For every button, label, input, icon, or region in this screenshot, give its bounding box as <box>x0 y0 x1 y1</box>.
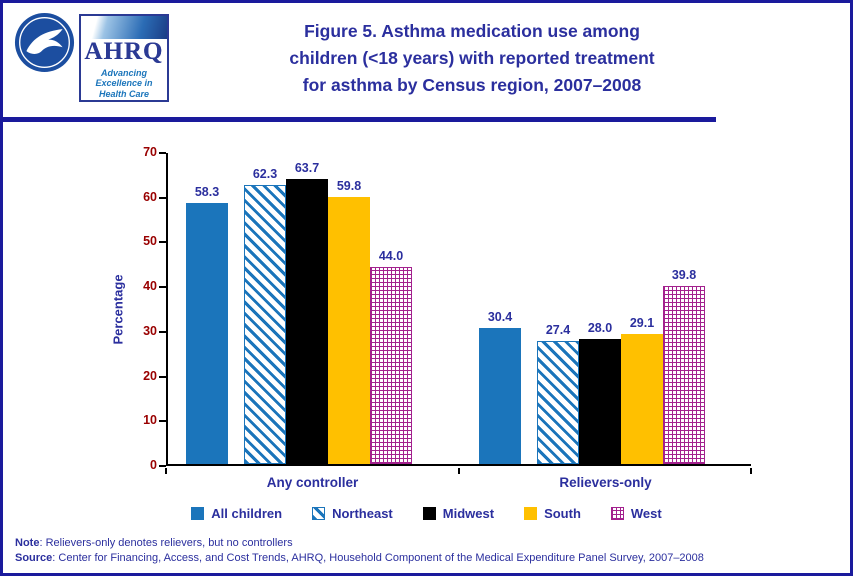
y-tick-label-50: 50 <box>143 234 157 248</box>
x-tick-mark-1 <box>458 468 460 474</box>
bar-all-children-relievers-only <box>479 328 521 464</box>
bar-west-relievers-only <box>663 286 705 464</box>
legend-item-northeast: Northeast <box>312 506 393 521</box>
bar-value-label-midwest-any-controller: 63.7 <box>294 161 320 175</box>
bar-value-label-midwest-relievers-only: 28.0 <box>587 321 613 335</box>
bar-south-any-controller <box>328 197 370 464</box>
legend-item-midwest: Midwest <box>422 506 495 521</box>
bar-value-label-all-children-any-controller: 58.3 <box>194 185 220 199</box>
y-tick-mark-50 <box>159 241 166 243</box>
bar-all-children-any-controller <box>186 203 228 464</box>
y-tick-label-10: 10 <box>143 413 157 427</box>
note-line: Note: Relievers-only denotes relievers, … <box>15 536 704 551</box>
legend-label-all-children: All children <box>211 506 283 521</box>
legend-item-all-children: All children <box>191 506 282 521</box>
legend-label-midwest: Midwest <box>442 506 495 521</box>
figure-title-line-1: Figure 5. Asthma medication use among <box>304 21 640 41</box>
x-category-label-relievers-only: Relievers-only <box>559 475 652 490</box>
y-tick-mark-60 <box>159 197 166 199</box>
ahrq-logo: AHRQ Advancing Excellence in Health Care <box>79 14 169 102</box>
y-tick-label-70: 70 <box>143 145 157 159</box>
y-tick-label-20: 20 <box>143 369 157 383</box>
y-tick-label-40: 40 <box>143 279 157 293</box>
y-tick-label-60: 60 <box>143 190 157 204</box>
legend-label-south: South <box>544 506 581 521</box>
bar-midwest-relievers-only <box>579 339 621 464</box>
bar-south-relievers-only <box>621 334 663 464</box>
y-tick-mark-20 <box>159 376 166 378</box>
legend: All children Northeast Midwest South West <box>3 506 850 521</box>
bar-value-label-west-any-controller: 44.0 <box>378 249 404 263</box>
y-tick-label-0: 0 <box>150 458 157 472</box>
bar-northeast-any-controller <box>244 185 286 464</box>
legend-label-west: West <box>630 506 662 521</box>
legend-swatch-midwest-icon <box>422 507 436 520</box>
ahrq-logo-tagline: Advancing Excellence in Health Care <box>95 67 153 100</box>
bar-northeast-relievers-only <box>537 341 579 464</box>
legend-swatch-west-icon <box>610 507 624 520</box>
source-text: : Center for Financing, Access, and Cost… <box>52 552 704 564</box>
legend-swatch-south-icon <box>524 507 538 520</box>
ahrq-logo-swoosh <box>81 16 167 40</box>
bar-value-label-all-children-relievers-only: 30.4 <box>487 310 513 324</box>
legend-swatch-northeast-icon <box>312 507 326 520</box>
x-tick-mark-0 <box>165 468 167 474</box>
legend-swatch-all-children-icon <box>191 507 205 520</box>
note-text: : Relievers-only denotes relievers, but … <box>39 537 293 549</box>
figure-title-line-3: for asthma by Census region, 2007–2008 <box>302 75 642 95</box>
footnotes: Note: Relievers-only denotes relievers, … <box>15 536 704 566</box>
header-divider-rule <box>3 117 716 122</box>
bar-value-label-northeast-any-controller: 62.3 <box>252 167 278 181</box>
y-tick-label-30: 30 <box>143 324 157 338</box>
y-tick-mark-70 <box>159 152 166 154</box>
bar-value-label-south-relievers-only: 29.1 <box>629 316 655 330</box>
source-label: Source <box>15 552 53 564</box>
y-tick-mark-40 <box>159 286 166 288</box>
bar-value-label-west-relievers-only: 39.8 <box>671 268 697 282</box>
plot-area: 58.3 62.3 63.7 59.8 44.0 30.4 27.4 28.0 29.1 39.8 <box>166 153 751 466</box>
bar-midwest-any-controller <box>286 179 328 464</box>
bar-west-any-controller <box>370 267 412 464</box>
legend-label-northeast: Northeast <box>332 506 393 521</box>
x-tick-mark-2 <box>750 468 752 474</box>
legend-item-west: West <box>610 506 662 521</box>
figure-title: Figure 5. Asthma medication use among ch… <box>189 18 755 99</box>
source-line: Source: Center for Financing, Access, an… <box>15 551 704 566</box>
figure-title-line-2: children (<18 years) with reported treat… <box>289 48 655 68</box>
y-tick-mark-0 <box>159 465 166 467</box>
bar-value-label-south-any-controller: 59.8 <box>336 179 362 193</box>
ahrq-logo-wordmark: AHRQ <box>84 38 164 66</box>
legend-item-south: South <box>524 506 581 521</box>
note-label: Note <box>15 537 40 549</box>
y-tick-mark-30 <box>159 331 166 333</box>
x-category-label-any-controller: Any controller <box>266 475 359 490</box>
bar-value-label-northeast-relievers-only: 27.4 <box>545 323 571 337</box>
y-tick-mark-10 <box>159 420 166 422</box>
hhs-eagle-seal-icon <box>14 12 75 73</box>
